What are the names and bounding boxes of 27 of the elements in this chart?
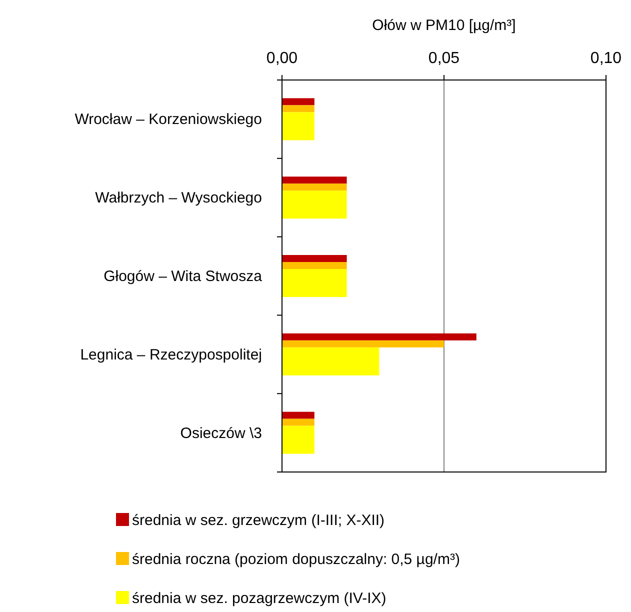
x-tick-label: 0,10 — [590, 50, 622, 67]
bar — [282, 418, 314, 426]
bar — [282, 190, 347, 219]
bar — [282, 105, 314, 112]
bar — [282, 262, 347, 269]
y-tick-label: Wałbrzych – Wysockiego — [95, 190, 262, 207]
bar — [282, 347, 380, 376]
bar — [282, 426, 314, 454]
y-tick-label: Legnica – Rzeczypospolitej — [80, 346, 262, 364]
y-tick-label: Osieczów \3 — [180, 424, 262, 442]
x-axis-title: Ołów w PM10 [µg/m³] — [372, 17, 516, 34]
legend-label: średnia w sez. grzewczym (I-III; X-XII) — [132, 512, 385, 529]
y-tick-label: Głogów – Wita Stwosza — [104, 268, 263, 285]
bar — [282, 184, 347, 191]
x-tick-label: 0,05 — [428, 50, 460, 67]
x-tick-label: 0,00 — [266, 50, 298, 67]
bar — [282, 98, 314, 106]
bar — [282, 412, 314, 419]
bar — [282, 340, 444, 348]
bar — [282, 269, 347, 297]
bar — [282, 333, 476, 340]
y-tick-label: Wrocław – Korzeniowskiego — [74, 111, 262, 128]
bar — [282, 112, 314, 140]
bar — [282, 176, 347, 184]
bar — [282, 255, 347, 262]
legend-label: średnia roczna (poziom dopuszczalny: 0,5 µg/m³) — [132, 551, 460, 568]
legend-label: średnia w sez. pozagrzewczym (IV-IX) — [132, 590, 386, 607]
